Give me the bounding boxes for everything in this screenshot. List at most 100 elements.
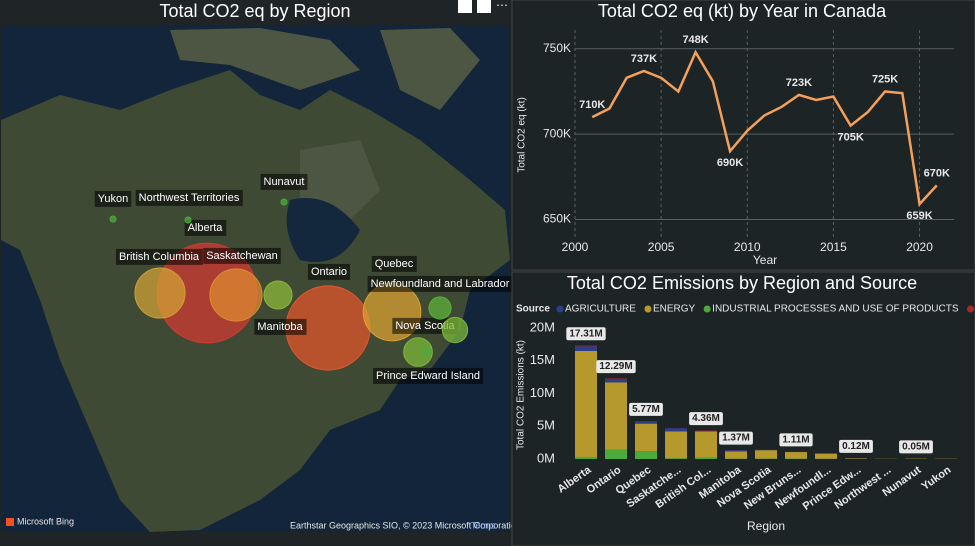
bar-segment xyxy=(575,346,597,351)
bar-segment xyxy=(605,382,627,450)
y-tick-label: 10M xyxy=(530,385,555,400)
chart-title: Total CO2 eq (kt) by Year in Canada xyxy=(598,1,887,21)
bar-segment xyxy=(575,457,597,459)
map-terms[interactable]: Terms xyxy=(471,520,496,530)
x-tick-label: 2005 xyxy=(648,240,675,254)
data-label-bg xyxy=(719,431,753,445)
map-label-bg xyxy=(307,263,351,280)
map-bubble xyxy=(109,215,117,223)
map-label: Newfoundland and Labrador xyxy=(371,278,510,290)
bar-segment xyxy=(815,453,837,459)
y-tick-label: 750K xyxy=(543,41,571,55)
map-label-bg xyxy=(115,248,203,265)
map-bubble xyxy=(403,337,433,367)
map-label-bg xyxy=(184,219,227,236)
map-label: Northwest Territories xyxy=(139,192,240,204)
map-label: British Columbia xyxy=(119,251,200,263)
x-axis-title: Region xyxy=(747,519,785,533)
map-label: Alberta xyxy=(188,222,224,234)
x-tick-label: 2020 xyxy=(906,240,933,254)
y-axis-title: Total CO2 eq (kt) xyxy=(517,97,528,173)
map-label-bg xyxy=(135,189,243,206)
focus-icon[interactable] xyxy=(477,0,491,13)
bar-segment xyxy=(665,458,687,459)
data-label: 1.11M xyxy=(782,434,809,445)
data-label: 0.12M xyxy=(842,441,870,452)
data-label: 748K xyxy=(682,34,708,46)
visual-header-icons[interactable]: ⋯ xyxy=(458,0,508,13)
map-label: Saskatchewan xyxy=(206,250,278,262)
map-label: Ontario xyxy=(311,266,347,278)
bar-segment xyxy=(695,431,717,458)
bar-segment xyxy=(695,457,717,459)
map-arctic xyxy=(170,28,480,230)
y-tick-label: 5M xyxy=(537,418,555,433)
map-title: Total CO2 eq by Region xyxy=(159,1,350,21)
data-label: 5.77M xyxy=(632,404,660,415)
y-axis-title: Total CO2 Emissions (kt) xyxy=(516,340,527,450)
legend-marker xyxy=(967,305,975,313)
bar-segment xyxy=(665,428,687,432)
bar-segment xyxy=(665,431,687,459)
map-bubble xyxy=(134,267,186,319)
data-label: 705K xyxy=(837,132,863,144)
data-label: 17.31M xyxy=(569,328,602,339)
map-label-bg xyxy=(373,367,483,384)
map-bubble xyxy=(263,280,293,310)
map-bubble xyxy=(428,296,452,320)
data-label-bg xyxy=(899,440,933,454)
map-label: Yukon xyxy=(98,193,129,205)
x-tick-label: 2015 xyxy=(820,240,847,254)
map-hudson-bay xyxy=(286,198,360,262)
map-attribution: Earthstar Geographics SIO, © 2023 Micros… xyxy=(290,520,521,530)
line xyxy=(591,49,938,207)
map-provider: Microsoft Bing xyxy=(17,516,74,526)
map-bubble xyxy=(280,198,288,206)
map-label: Manitoba xyxy=(257,321,303,333)
legend-label: ENERGY xyxy=(653,304,696,315)
x-tick-label: 2010 xyxy=(734,240,761,254)
map-label-bg xyxy=(260,173,308,190)
bar-segment xyxy=(635,421,657,424)
more-icon[interactable]: ⋯ xyxy=(496,0,508,12)
y-tick-label: 20M xyxy=(530,319,555,334)
map-label: Nova Scotia xyxy=(395,320,455,332)
map-bubbles: Alberta Ontario Quebec Saskatchewan British … xyxy=(94,173,513,384)
data-label: 710K xyxy=(579,99,605,111)
map-label-bg xyxy=(94,190,132,207)
bar-segment xyxy=(575,345,597,347)
bar-segment xyxy=(575,350,597,458)
bar-segment xyxy=(605,378,627,380)
map-label: Quebec xyxy=(375,258,414,270)
bar-segment xyxy=(605,379,627,383)
bar-segment xyxy=(605,449,627,459)
filter-icon[interactable] xyxy=(458,0,472,13)
legend-title: Source xyxy=(516,304,550,315)
data-label-bg xyxy=(596,360,636,374)
data-label: 670K xyxy=(924,167,950,179)
legend-label: AGRICULTURE xyxy=(565,304,636,315)
x-tick-label: 2000 xyxy=(562,240,589,254)
legend-marker xyxy=(703,305,711,313)
data-label-bg xyxy=(629,402,663,416)
map-label-bg xyxy=(254,318,307,335)
map-label-bg xyxy=(371,255,417,272)
chart-title: Total CO2 Emissions by Region and Source xyxy=(567,273,917,293)
map-label-bg xyxy=(203,247,281,264)
x-axis-title: Year xyxy=(753,253,777,267)
legend-label: INDUSTRIAL PROCESSES AND USE OF PRODUCTS xyxy=(712,304,959,315)
data-label: 659K xyxy=(906,210,932,222)
y-tick-label: 650K xyxy=(543,212,571,226)
data-label: 690K xyxy=(717,157,743,169)
map-bubble xyxy=(184,216,192,224)
y-tick-label: 700K xyxy=(543,126,571,140)
map-label-bg xyxy=(367,275,513,292)
map-label: Nunavut xyxy=(264,176,305,188)
y-tick-label: 0M xyxy=(537,450,555,465)
bar-segment xyxy=(845,458,867,459)
data-label: 1.37M xyxy=(722,433,750,444)
y-tick-label: 15M xyxy=(530,352,555,367)
bar-segment xyxy=(725,451,747,459)
map-label: Prince Edward Island xyxy=(376,370,480,382)
